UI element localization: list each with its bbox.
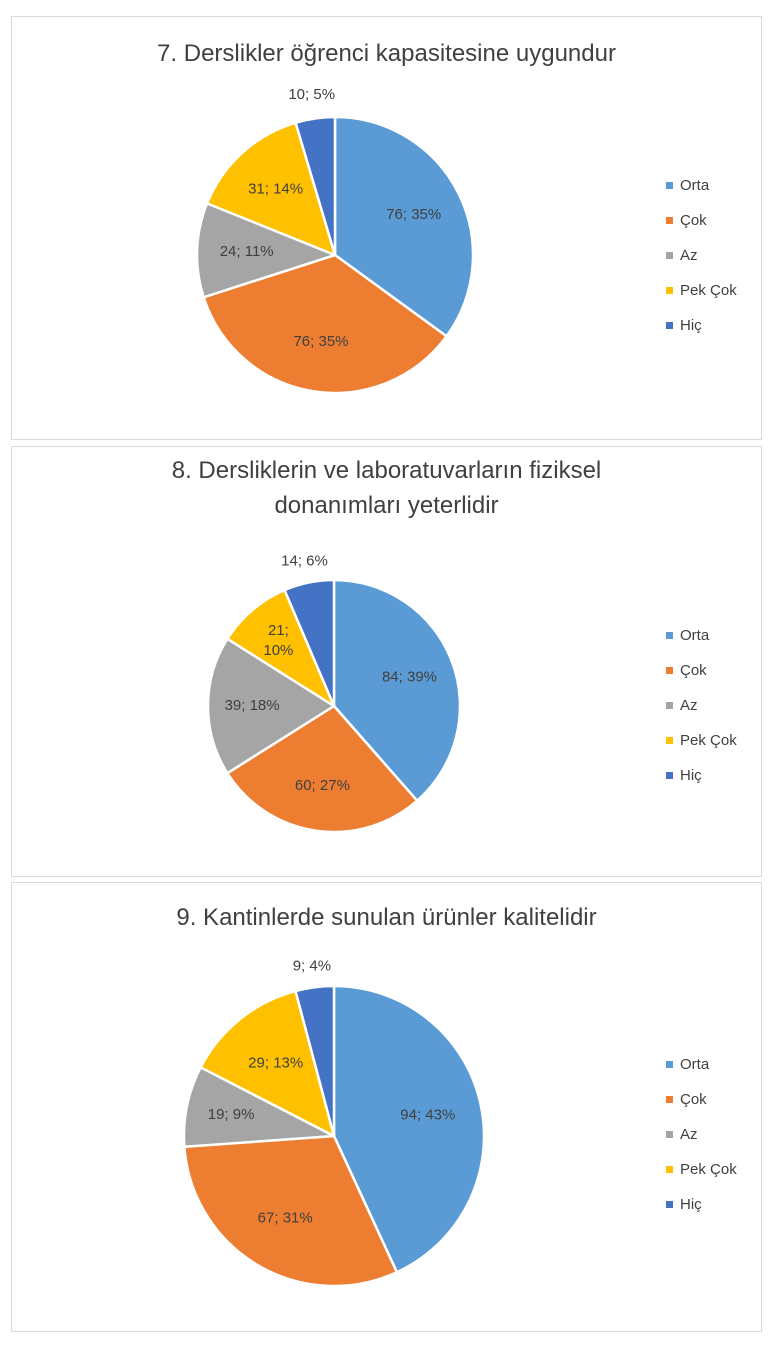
legend-label: Orta [680, 627, 710, 644]
chart-title: 9. Kantinlerde sunulan ürünler kalitelid… [176, 904, 597, 931]
legend-label: Çok [680, 662, 707, 679]
legend-swatch [666, 1131, 673, 1138]
legend-swatch [666, 1201, 673, 1208]
legend-item-cok: Çok [666, 203, 737, 238]
legend-item-pek-cok: Pek Çok [666, 723, 737, 758]
pie-chart: 76; 35% 76; 35% 24; 11% 31; 14% 10; 5% [195, 86, 475, 395]
legend-item-az: Az [666, 238, 737, 273]
data-label-orta: 84; 39% [382, 669, 437, 686]
legend-swatch [666, 702, 673, 709]
pie-slice-hic [283, 578, 336, 708]
legend-item-pek-cok: Pek Çok [666, 1152, 737, 1187]
legend-label: Pek Çok [680, 732, 737, 749]
legend-label: Az [680, 247, 698, 264]
data-label-pek-cok: 31; 14% [248, 181, 303, 198]
pie-slice-pek-cok [205, 121, 337, 257]
legend-label: Az [680, 1126, 698, 1143]
chart-panel-8: 8. Dersliklerin ve laboratuvarların fizi… [11, 446, 762, 877]
pie-slice-cok [226, 704, 419, 834]
pie-slice-pek-cok [226, 588, 336, 708]
data-label-az: 19; 9% [208, 1106, 255, 1123]
legend-item-orta: Orta [666, 168, 737, 203]
legend-item-hic: Hiç [666, 758, 737, 793]
legend-item-az: Az [666, 1117, 737, 1152]
legend-item-cok: Çok [666, 653, 737, 688]
pie-slice-orta [332, 984, 486, 1274]
legend-swatch [666, 737, 673, 744]
data-label-pek-cok: 21; 10% [263, 622, 293, 659]
pie-slice-pek-cok [199, 989, 336, 1138]
pie-slice-cok [202, 253, 448, 395]
chart-legend: Orta Çok Az Pek Çok Hiç [666, 618, 737, 793]
legend-item-pek-cok: Pek Çok [666, 273, 737, 308]
legend-swatch [666, 217, 673, 224]
data-label-cok: 67; 31% [258, 1210, 313, 1227]
pie-slice-orta [333, 115, 475, 338]
legend-label: Pek Çok [680, 282, 737, 299]
legend-label: Hiç [680, 1196, 702, 1213]
data-label-hic: 10; 5% [288, 86, 335, 103]
legend-label: Çok [680, 1091, 707, 1108]
legend-label: Pek Çok [680, 1161, 737, 1178]
data-label-orta: 94; 43% [400, 1106, 455, 1123]
legend-label: Az [680, 697, 698, 714]
legend-item-orta: Orta [666, 1047, 737, 1082]
legend-swatch [666, 1096, 673, 1103]
legend-label: Orta [680, 1056, 710, 1073]
data-label-az: 24; 11% [220, 243, 274, 260]
legend-swatch [666, 322, 673, 329]
pie-slice-az [195, 202, 337, 299]
legend-swatch [666, 1061, 673, 1068]
pie-slice-az [182, 1066, 336, 1149]
legend-item-az: Az [666, 688, 737, 723]
legend-item-hic: Hiç [666, 308, 737, 343]
legend-swatch [666, 1166, 673, 1173]
pie-slice-hic [294, 115, 337, 257]
pie-slice-orta [332, 578, 462, 802]
legend-item-orta: Orta [666, 618, 737, 653]
data-label-hic: 14; 6% [281, 553, 328, 570]
data-label-pek-cok: 29; 13% [248, 1054, 303, 1071]
legend-swatch [666, 287, 673, 294]
chart-legend: Orta Çok Az Pek Çok Hiç [666, 168, 737, 343]
pie-chart: 84; 39% 60; 27% 39; 18% 21; 10% 14; 6% [206, 553, 462, 834]
legend-swatch [666, 772, 673, 779]
data-label-orta: 76; 35% [386, 206, 441, 223]
legend-label: Orta [680, 177, 710, 194]
legend-swatch [666, 182, 673, 189]
chart-title: 8. Dersliklerin ve laboratuvarların fizi… [171, 457, 602, 519]
legend-label: Hiç [680, 767, 702, 784]
legend-label: Çok [680, 212, 707, 229]
legend-item-cok: Çok [666, 1082, 737, 1117]
pie-slice-cok [183, 1134, 399, 1288]
legend-swatch [666, 252, 673, 259]
chart-legend: Orta Çok Az Pek Çok Hiç [666, 1047, 737, 1222]
pie-chart: 94; 43% 67; 31% 19; 9% 29; 13% 9; 4% [182, 957, 486, 1288]
data-label-cok: 60; 27% [295, 777, 350, 794]
pie-slice-az [206, 637, 336, 775]
chart-panel-7: 7. Derslikler öğrenci kapasitesine uygun… [11, 16, 762, 440]
legend-swatch [666, 632, 673, 639]
chart-panel-9: 9. Kantinlerde sunulan ürünler kalitelid… [11, 882, 762, 1332]
pie-slice-hic [294, 984, 336, 1138]
chart-title: 7. Derslikler öğrenci kapasitesine uygun… [157, 40, 616, 67]
data-label-az: 39; 18% [225, 697, 280, 714]
legend-item-hic: Hiç [666, 1187, 737, 1222]
data-label-hic: 9; 4% [293, 957, 331, 974]
data-label-cok: 76; 35% [293, 333, 348, 350]
legend-label: Hiç [680, 317, 702, 334]
legend-swatch [666, 667, 673, 674]
